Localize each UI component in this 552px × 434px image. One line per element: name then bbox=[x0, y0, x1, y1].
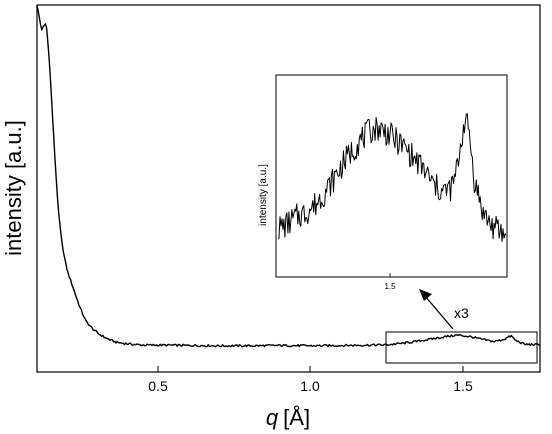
magnification-arrowhead bbox=[419, 289, 432, 301]
inset-x-tick-label-1-5: 1.5 bbox=[384, 282, 396, 291]
magnification-label: x3 bbox=[454, 305, 469, 321]
x-axis-title: q [Å] bbox=[266, 405, 310, 430]
x-tick-label-1-5: 1.5 bbox=[453, 378, 473, 394]
y-axis-title: intensity [a.u.] bbox=[1, 120, 26, 256]
x-axis-symbol: q bbox=[266, 405, 279, 430]
x-tick-label-1-0: 1.0 bbox=[300, 378, 320, 394]
inset-plot-frame bbox=[275, 74, 508, 278]
inset-series-line bbox=[278, 113, 507, 242]
zoom-region-box bbox=[385, 331, 538, 364]
inset-y-axis-title: intensity [a.u.] bbox=[258, 164, 269, 226]
magnification-arrow bbox=[424, 295, 454, 330]
main-plot-frame bbox=[36, 4, 541, 373]
x-axis-unit: [Å] bbox=[283, 405, 310, 430]
x-tick-label-0-5: 0.5 bbox=[148, 378, 168, 394]
main-series-line bbox=[36, 5, 541, 348]
